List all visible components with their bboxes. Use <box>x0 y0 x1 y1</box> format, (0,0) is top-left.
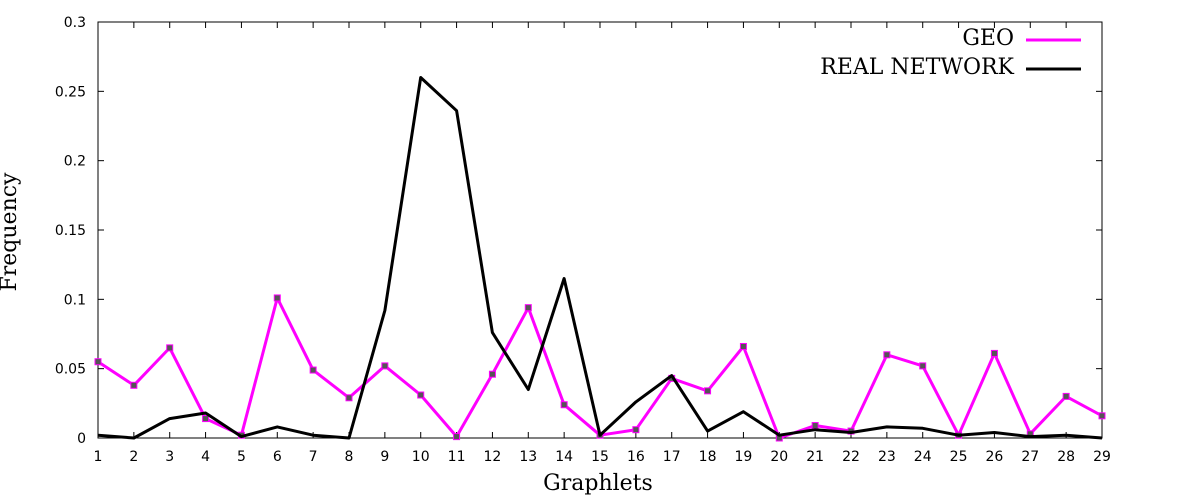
data-point <box>130 381 138 389</box>
data-point <box>94 358 102 366</box>
x-tick-label: 24 <box>914 449 932 465</box>
data-point <box>883 351 891 359</box>
data-point <box>417 391 425 399</box>
x-tick-label: 14 <box>555 449 573 465</box>
legend: GEO REAL NETWORK <box>820 26 1081 80</box>
x-tick-label: 19 <box>735 449 753 465</box>
data-point <box>309 366 317 374</box>
x-tick-label: 20 <box>770 449 788 465</box>
legend-label: REAL NETWORK <box>820 55 1014 80</box>
x-tick-label: 27 <box>1021 449 1039 465</box>
y-tick-label: 0.3 <box>64 15 86 31</box>
y-axis-title: Frequency <box>0 172 22 292</box>
x-tick-label: 28 <box>1057 449 1075 465</box>
data-point <box>453 433 461 441</box>
series-line <box>97 296 1103 440</box>
x-tick-label: 16 <box>627 449 645 465</box>
x-tick-label: 13 <box>519 449 537 465</box>
data-point <box>345 394 353 402</box>
x-tick-label: 10 <box>412 449 430 465</box>
data-point <box>919 362 927 370</box>
x-axis-title: Graphlets <box>543 471 653 496</box>
x-tick-label: 3 <box>165 449 174 465</box>
data-point <box>381 362 389 370</box>
data-point <box>202 415 210 423</box>
data-point <box>632 426 640 434</box>
series-real-network <box>97 76 1103 440</box>
y-tick-label: 0.05 <box>55 362 86 378</box>
x-tick-label: 22 <box>842 449 860 465</box>
y-tick-label: 0 <box>77 431 86 447</box>
data-point <box>560 401 568 409</box>
x-tick-label: 12 <box>484 449 502 465</box>
x-tick-label: 1 <box>94 449 103 465</box>
x-tick-label: 21 <box>806 449 824 465</box>
y-axis: 0 0.05 0.1 0.15 0.2 0.25 0.3 <box>55 15 1102 447</box>
series-geo <box>94 294 1106 442</box>
x-tick-label: 9 <box>380 449 389 465</box>
x-tick-label: 17 <box>663 449 681 465</box>
legend-label: GEO <box>962 26 1014 51</box>
data-point <box>166 344 174 352</box>
data-point <box>273 294 281 302</box>
data-point <box>739 342 747 350</box>
x-axis: 1 2 3 4 5 6 7 8 9 10 11 12 13 14 15 16 17 18 19 20 21 22 23 24 2… <box>94 22 1111 465</box>
x-tick-label: 6 <box>273 449 282 465</box>
series-line <box>97 76 1103 440</box>
y-tick-label: 0.15 <box>55 223 86 239</box>
data-point <box>1062 392 1070 400</box>
x-tick-label: 2 <box>129 449 138 465</box>
y-tick-label: 0.1 <box>64 292 86 308</box>
data-point <box>704 387 712 395</box>
x-tick-label: 5 <box>237 449 246 465</box>
data-point <box>990 349 998 357</box>
data-point <box>1098 412 1106 420</box>
plot-frame <box>97 21 1103 439</box>
data-point <box>811 422 819 430</box>
x-tick-label: 29 <box>1093 449 1111 465</box>
x-tick-label: 15 <box>591 449 609 465</box>
y-tick-label: 0.25 <box>55 84 86 100</box>
series-layer <box>94 76 1106 442</box>
x-tick-label: 4 <box>201 449 210 465</box>
x-tick-label: 8 <box>345 449 354 465</box>
x-tick-label: 7 <box>309 449 318 465</box>
x-tick-label: 18 <box>699 449 717 465</box>
y-tick-label: 0.2 <box>64 154 86 170</box>
x-tick-label: 25 <box>950 449 968 465</box>
x-tick-label: 11 <box>448 449 466 465</box>
data-point <box>488 370 496 378</box>
x-tick-label: 23 <box>878 449 896 465</box>
x-tick-label: 26 <box>986 449 1004 465</box>
data-point <box>524 304 532 312</box>
